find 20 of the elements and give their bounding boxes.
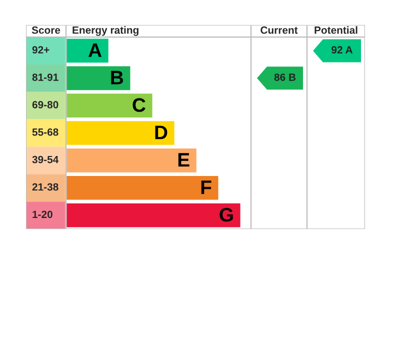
text: 81-91 — [32, 74, 58, 81]
text: 92+ — [32, 46, 50, 54]
text: 39-54 — [32, 156, 59, 164]
text: 86 B — [274, 74, 296, 81]
text: 1-20 — [32, 210, 52, 218]
text: Current — [260, 26, 298, 34]
y-tick-label: E — [178, 153, 190, 167]
text: 21-38 — [32, 183, 58, 191]
text: Score — [32, 26, 60, 34]
text: Potential — [314, 26, 358, 34]
y-tick-label: C — [132, 98, 146, 112]
text: 69-80 — [32, 101, 58, 108]
y-tick-label: A — [88, 43, 102, 57]
y-tick-label: G — [220, 208, 233, 222]
annotation: Energy rating — [72, 26, 138, 36]
text: 55-68 — [32, 128, 58, 136]
text: 92 A — [332, 46, 353, 54]
y-tick-label: F — [201, 180, 212, 194]
y-tick-label: D — [155, 126, 168, 140]
y-tick-label: B — [111, 70, 124, 84]
